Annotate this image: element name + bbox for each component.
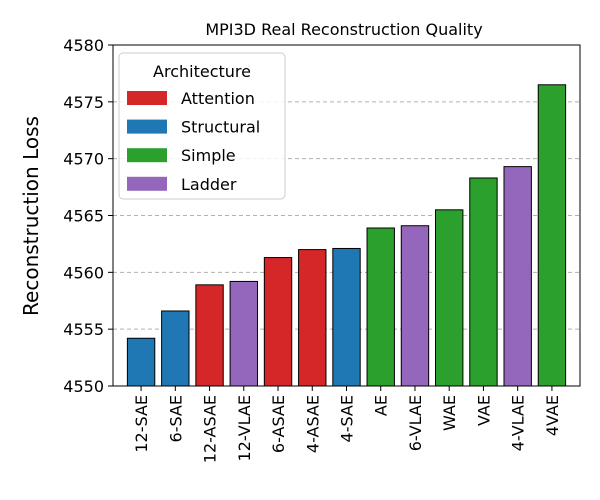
legend-swatch-structural: [127, 119, 167, 134]
bar-6-sae: [161, 310, 190, 387]
bar-wae: [435, 209, 464, 387]
bar-4-vlae: [503, 166, 532, 387]
x-tick-label: 6-SAE: [166, 395, 185, 442]
legend-box: [118, 52, 286, 200]
legend-swatch-simple: [127, 148, 167, 163]
x-tick-label: 4-SAE: [338, 395, 357, 442]
bar-12-asae: [195, 284, 224, 387]
x-tick-label: VAE: [474, 395, 493, 426]
legend-label: Structural: [181, 118, 260, 137]
x-tick-label: 4-ASAE: [303, 395, 322, 453]
y-axis-label: Reconstruction Loss: [19, 116, 43, 316]
bar-6-asae: [263, 257, 293, 387]
bar-4-sae: [332, 247, 361, 387]
x-tick-label: 4-VLAE: [509, 395, 528, 451]
bars: [126, 84, 567, 387]
x-tick-label: 6-ASAE: [269, 395, 288, 453]
y-tick-label: 4560: [63, 263, 104, 282]
x-tick-label: WAE: [440, 395, 459, 431]
x-tick-label: AE: [372, 395, 391, 416]
legend-title: Architecture: [153, 62, 251, 81]
y-tick-label: 4555: [63, 320, 104, 339]
chart-title: MPI3D Real Reconstruction Quality: [205, 20, 482, 39]
y-axis-ticks: 4550 4555 4560 4565 4570 4575 4580: [63, 36, 113, 396]
legend: Architecture Attention Structural Simple La…: [118, 52, 286, 200]
x-tick-label: 12-ASAE: [201, 395, 220, 463]
y-tick-label: 4580: [63, 36, 104, 55]
x-tick-label: 12-SAE: [132, 395, 151, 453]
legend-label: Simple: [181, 146, 236, 165]
bar-6-vlae: [400, 225, 430, 387]
x-axis-ticks: 12-SAE 6-SAE 12-ASAE 12-VLAE 6-ASAE 4-ASAE 4-S…: [132, 386, 562, 463]
y-tick-label: 4570: [63, 150, 104, 169]
y-tick-label: 4565: [63, 207, 104, 226]
bar-ae: [366, 227, 395, 387]
legend-swatch-ladder: [127, 176, 167, 191]
y-tick-label: 4575: [63, 93, 104, 112]
y-tick-label: 4550: [63, 377, 104, 396]
bar-12-sae: [126, 337, 156, 387]
bar-vae: [469, 177, 498, 387]
bar-4-asae: [298, 249, 327, 387]
legend-label: Attention: [181, 89, 255, 108]
legend-swatch-attention: [127, 91, 167, 105]
x-tick-label: 6-VLAE: [406, 395, 425, 451]
bar-4vae: [537, 84, 567, 387]
legend-items: Attention Structural Simple Ladder: [127, 89, 260, 194]
bar-12-vlae: [229, 280, 258, 387]
legend-label: Ladder: [181, 175, 237, 194]
x-tick-label: 12-VLAE: [235, 395, 254, 461]
x-tick-label: 4VAE: [543, 395, 562, 436]
